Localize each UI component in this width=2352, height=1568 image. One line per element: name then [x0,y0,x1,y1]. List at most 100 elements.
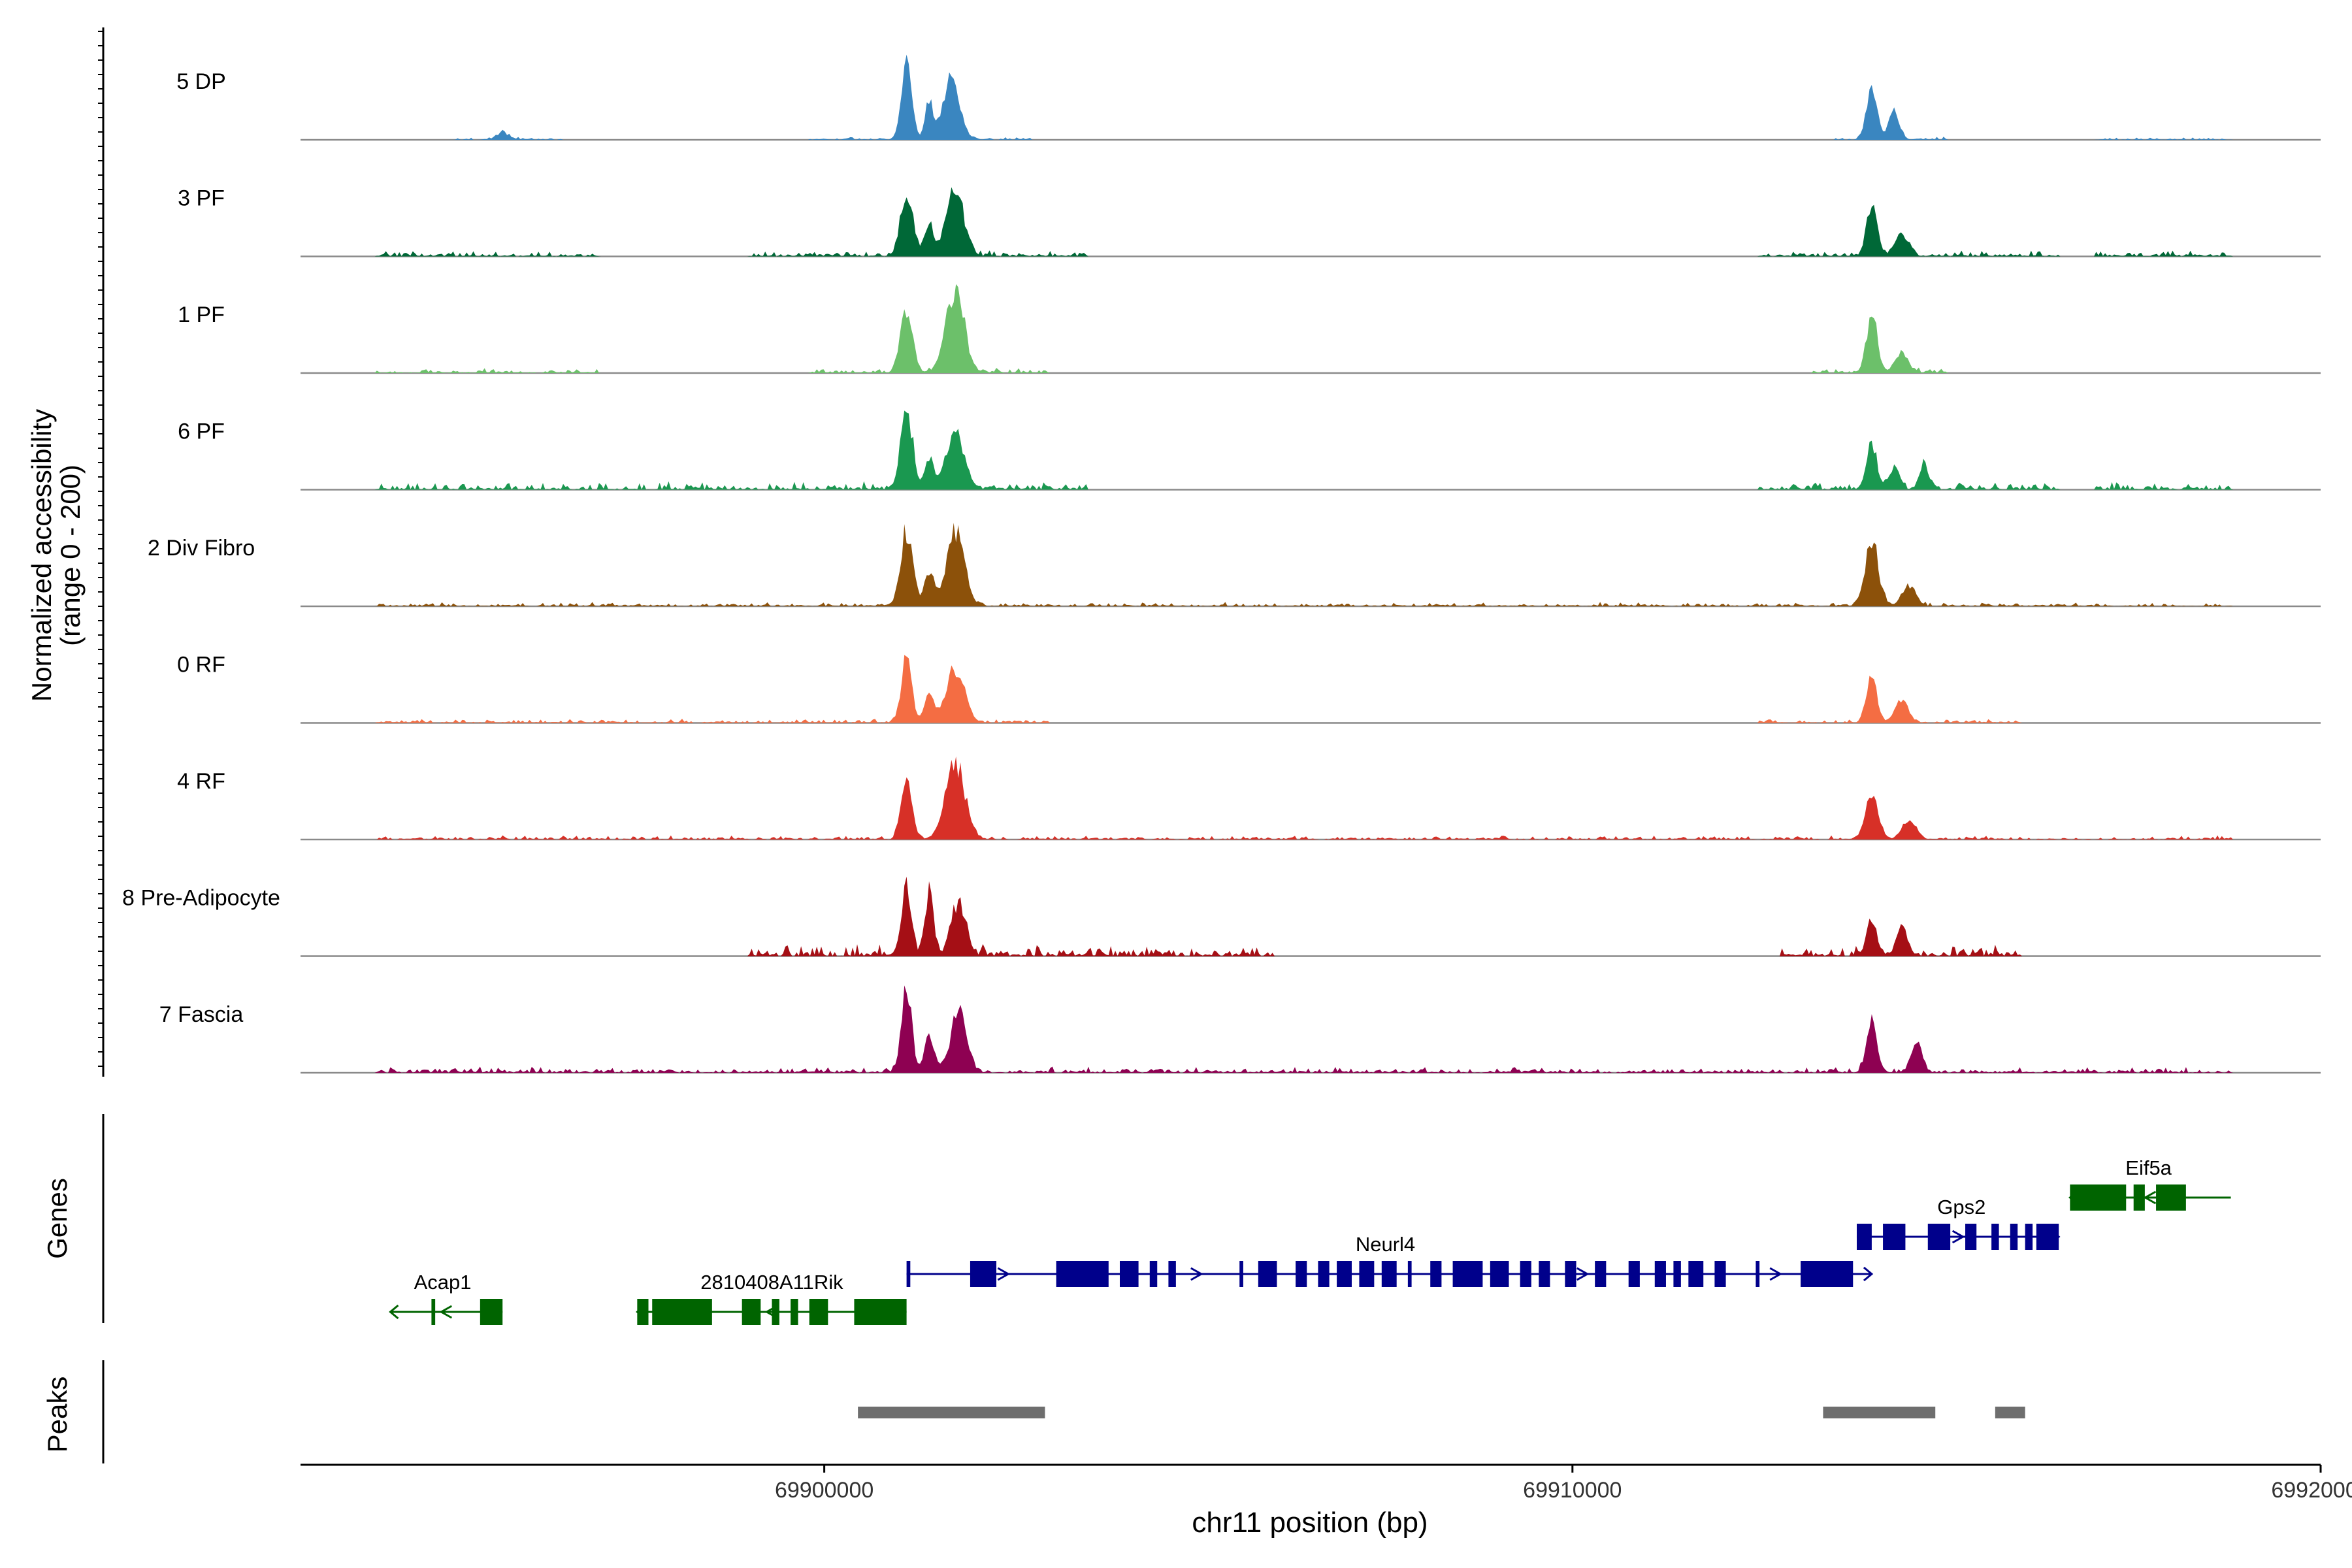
gene-model: Acap1 [389,1271,503,1325]
gene-exon [791,1299,798,1325]
gene-exon [1407,1261,1412,1287]
track-label: 1 PF [178,302,225,327]
coverage-track: 3 PF [178,186,2321,257]
gene-exon [1119,1261,1139,1287]
gene-exon [2133,1184,2145,1211]
gene-exon [2070,1184,2127,1211]
gene-exon [1520,1261,1531,1287]
peak-region [858,1407,1045,1418]
coverage-track: 6 PF [178,410,2321,491]
coverage-area [301,54,2321,140]
gene-exon [970,1261,997,1287]
gene-exon [431,1299,436,1325]
gene-exon [637,1299,649,1325]
strand-end-arrow [389,1304,399,1320]
track-label: 0 RF [177,653,225,678]
coverage-track: 7 Fascia [159,985,2321,1074]
gene-exon [1801,1261,1854,1287]
gene-exon [1149,1261,1158,1287]
coverage-track: 2 Div Fibro [148,523,2321,608]
gene-exon [1991,1224,1999,1250]
gene-exon [1239,1261,1243,1287]
gene-exon [854,1299,907,1325]
coverage-track: 5 DP [176,54,2321,141]
gene-model: Neurl4 [906,1233,1874,1287]
gene-exon [1654,1261,1666,1287]
strand-arrow [1190,1267,1203,1281]
gene-exon [2036,1224,2059,1250]
y-axis-title-line2: (range 0 - 200) [55,465,86,646]
gene-exon [1452,1261,1483,1287]
gene-label: Eif5a [2125,1156,2172,1179]
gene-exon [1539,1261,1550,1287]
coverage-axis-ticks [98,31,103,1067]
strand-arrow [997,1267,1011,1281]
coverage-track: 1 PF [178,284,2321,374]
peak-region [1995,1407,2025,1418]
gene-exon [1565,1261,1576,1287]
gene-exon [1359,1261,1375,1287]
track-label: 3 PF [178,186,225,211]
strand-arrow [1952,1230,1965,1244]
peaks-panel-title: Peaks [42,1377,73,1453]
gene-exon [1056,1261,1109,1287]
peak-region [1823,1407,1936,1418]
gene-label: 2810408A11Rik [700,1271,843,1294]
gene-model: Gps2 [1856,1196,2061,1250]
gene-label: Neurl4 [1356,1233,1415,1256]
coverage-tracks: 5 DP 3 PF 1 PF 6 PF 2 Div Fibro 0 RF 4 RF 8 Pre… [122,54,2321,1074]
strand-arrow [439,1305,453,1319]
gene-exon [2156,1184,2186,1211]
strand-end-arrow [1863,1266,1874,1282]
gene-exon [1430,1261,1442,1287]
track-label: 4 RF [177,769,225,794]
gene-exon [906,1261,911,1287]
gene-exon [1168,1261,1176,1287]
gene-exon [1318,1261,1330,1287]
gene-model: 2810408A11Rik [635,1271,907,1325]
gene-exon [1490,1261,1509,1287]
gene-exon [1381,1261,1397,1287]
gene-models: Acap1 2810408A11Rik Neurl4 Gps2 Eif5a [389,1156,2231,1325]
gene-exon [1856,1224,1872,1250]
gene-exon [772,1299,779,1325]
x-tick-label: 69920000 [2271,1478,2352,1503]
strand-arrow [1576,1267,1590,1281]
gene-exon [1756,1261,1760,1287]
track-label: 2 Div Fibro [148,536,255,561]
gene-exon [1673,1261,1681,1287]
y-axis-title-line1: Normalized accessibility [26,409,57,702]
gene-exon [1688,1261,1704,1287]
gene-exon [1296,1261,1307,1287]
gene-exon [1595,1261,1607,1287]
strand-arrow [1769,1267,1783,1281]
genes-panel-title: Genes [42,1178,73,1259]
coverage-track: 4 RF [177,756,2321,841]
gene-exon [1258,1261,1277,1287]
gene-exon [1927,1224,1951,1250]
x-axis-ticks: 69900000 69910000 69920000 [775,1465,2352,1503]
gene-exon [1714,1261,1726,1287]
gene-exon [2010,1224,2018,1250]
peak-regions [858,1407,2025,1418]
x-tick-label: 69900000 [775,1478,874,1503]
gene-label: Gps2 [1937,1196,1985,1218]
coverage-track: 0 RF [177,653,2321,724]
gene-exon [1883,1224,1906,1250]
gene-exon [480,1299,503,1325]
gene-exon [1337,1261,1352,1287]
gene-exon [652,1299,712,1325]
coverage-track: 8 Pre-Adipocyte [122,876,2321,957]
strand-arrow [2143,1190,2157,1205]
gene-exon [1628,1261,1640,1287]
gene-exon [1965,1224,1977,1250]
track-label: 7 Fascia [159,1002,244,1027]
track-label: 5 DP [176,69,226,94]
gene-exon [809,1299,828,1325]
gene-exon [2025,1224,2033,1250]
gene-model: Eif5a [2068,1156,2231,1211]
track-label: 8 Pre-Adipocyte [122,886,280,911]
track-label: 6 PF [178,419,225,444]
